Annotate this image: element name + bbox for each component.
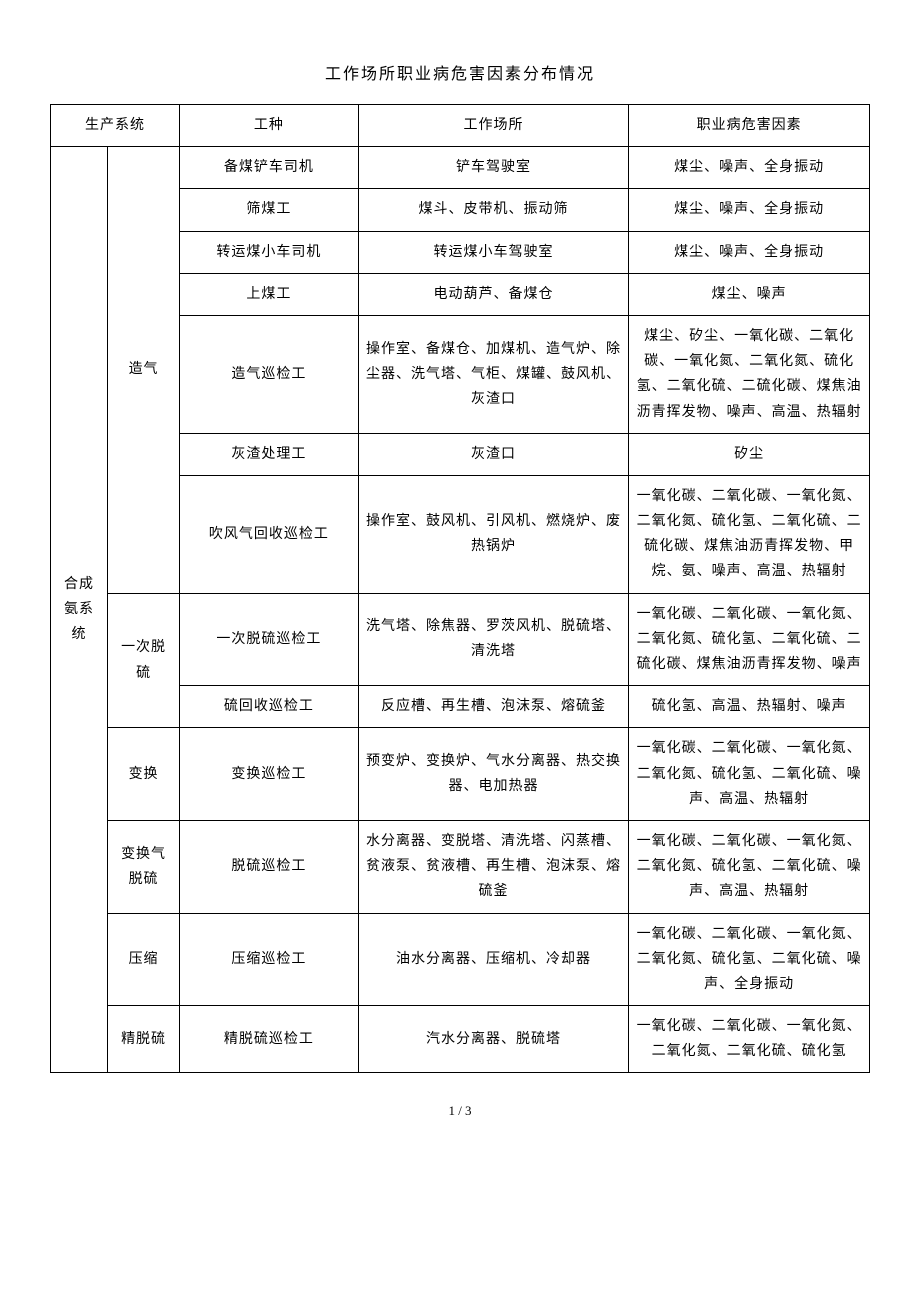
cell-hazard: 一氧化碳、二氧化碳、一氧化氮、二氧化氮、硫化氢、二氧化硫、噪声、高温、热辐射: [629, 728, 870, 821]
section-yasuo: 压缩: [108, 913, 180, 1006]
cell-hazard: 煤尘、矽尘、一氧化碳、二氧化碳、一氧化氮、二氧化氮、硫化氢、二氧化硫、二硫化碳、…: [629, 315, 870, 433]
header-hazard: 职业病危害因素: [629, 105, 870, 147]
cell-place: 操作室、备煤仓、加煤机、造气炉、除尘器、洗气塔、气柜、煤罐、鼓风机、灰渣口: [358, 315, 629, 433]
cell-job: 精脱硫巡检工: [180, 1006, 359, 1073]
cell-hazard: 一氧化碳、二氧化碳、一氧化氮、二氧化氮、硫化氢、二氧化硫、噪声、高温、热辐射: [629, 820, 870, 913]
section-zaoqi: 造气: [108, 147, 180, 593]
table-row: 一次脱硫 一次脱硫巡检工 洗气塔、除焦器、罗茨风机、脱硫塔、清洗塔 一氧化碳、二…: [51, 593, 870, 686]
table-row: 精脱硫 精脱硫巡检工 汽水分离器、脱硫塔 一氧化碳、二氧化碳、一氧化氮、二氧化氮…: [51, 1006, 870, 1073]
cell-place: 电动葫芦、备煤仓: [358, 273, 629, 315]
cell-hazard: 一氧化碳、二氧化碳、一氧化氮、二氧化氮、硫化氢、二氧化硫、噪声、全身振动: [629, 913, 870, 1006]
cell-hazard: 煤尘、噪声、全身振动: [629, 189, 870, 231]
cell-hazard: 硫化氢、高温、热辐射、噪声: [629, 686, 870, 728]
cell-hazard: 煤尘、噪声、全身振动: [629, 231, 870, 273]
header-place: 工作场所: [358, 105, 629, 147]
system-level1: 合成氨系统: [51, 147, 108, 1073]
hazard-table: 生产系统 工种 工作场所 职业病危害因素 合成氨系统 造气 备煤铲车司机 铲车驾…: [50, 104, 870, 1073]
cell-place: 汽水分离器、脱硫塔: [358, 1006, 629, 1073]
section-bianhuan: 变换: [108, 728, 180, 821]
cell-hazard: 煤尘、噪声、全身振动: [629, 147, 870, 189]
cell-hazard: 一氧化碳、二氧化碳、一氧化氮、二氧化氮、二氧化硫、硫化氢: [629, 1006, 870, 1073]
cell-job: 压缩巡检工: [180, 913, 359, 1006]
cell-place: 水分离器、变脱塔、清洗塔、闪蒸槽、贫液泵、贫液槽、再生槽、泡沫泵、熔硫釜: [358, 820, 629, 913]
cell-job: 变换巡检工: [180, 728, 359, 821]
cell-job: 硫回收巡检工: [180, 686, 359, 728]
document-title: 工作场所职业病危害因素分布情况: [50, 60, 870, 84]
cell-hazard: 一氧化碳、二氧化碳、一氧化氮、二氧化氮、硫化氢、二氧化硫、二硫化碳、煤焦油沥青挥…: [629, 475, 870, 593]
header-job: 工种: [180, 105, 359, 147]
cell-hazard: 矽尘: [629, 433, 870, 475]
section-jingtuoliu: 精脱硫: [108, 1006, 180, 1073]
section-yici-tuoliu: 一次脱硫: [108, 593, 180, 728]
cell-job: 脱硫巡检工: [180, 820, 359, 913]
cell-place: 煤斗、皮带机、振动筛: [358, 189, 629, 231]
cell-job: 吹风气回收巡检工: [180, 475, 359, 593]
cell-place: 预变炉、变换炉、气水分离器、热交换器、电加热器: [358, 728, 629, 821]
section-bianhuanqi-tuoliu: 变换气脱硫: [108, 820, 180, 913]
table-row: 压缩 压缩巡检工 油水分离器、压缩机、冷却器 一氧化碳、二氧化碳、一氧化氮、二氧…: [51, 913, 870, 1006]
cell-place: 洗气塔、除焦器、罗茨风机、脱硫塔、清洗塔: [358, 593, 629, 686]
page-number: 1 / 3: [50, 1103, 870, 1119]
cell-job: 转运煤小车司机: [180, 231, 359, 273]
table-row: 变换气脱硫 脱硫巡检工 水分离器、变脱塔、清洗塔、闪蒸槽、贫液泵、贫液槽、再生槽…: [51, 820, 870, 913]
cell-hazard: 煤尘、噪声: [629, 273, 870, 315]
cell-place: 铲车驾驶室: [358, 147, 629, 189]
cell-hazard: 一氧化碳、二氧化碳、一氧化氮、二氧化氮、硫化氢、二氧化硫、二硫化碳、煤焦油沥青挥…: [629, 593, 870, 686]
table-header-row: 生产系统 工种 工作场所 职业病危害因素: [51, 105, 870, 147]
cell-place: 油水分离器、压缩机、冷却器: [358, 913, 629, 1006]
table-row: 变换 变换巡检工 预变炉、变换炉、气水分离器、热交换器、电加热器 一氧化碳、二氧…: [51, 728, 870, 821]
cell-place: 操作室、鼓风机、引风机、燃烧炉、废热锅炉: [358, 475, 629, 593]
cell-job: 备煤铲车司机: [180, 147, 359, 189]
header-system: 生产系统: [51, 105, 180, 147]
cell-job: 一次脱硫巡检工: [180, 593, 359, 686]
table-row: 合成氨系统 造气 备煤铲车司机 铲车驾驶室 煤尘、噪声、全身振动: [51, 147, 870, 189]
cell-job: 筛煤工: [180, 189, 359, 231]
cell-place: 反应槽、再生槽、泡沫泵、熔硫釜: [358, 686, 629, 728]
cell-place: 转运煤小车驾驶室: [358, 231, 629, 273]
cell-job: 灰渣处理工: [180, 433, 359, 475]
cell-job: 造气巡检工: [180, 315, 359, 433]
cell-job: 上煤工: [180, 273, 359, 315]
cell-place: 灰渣口: [358, 433, 629, 475]
